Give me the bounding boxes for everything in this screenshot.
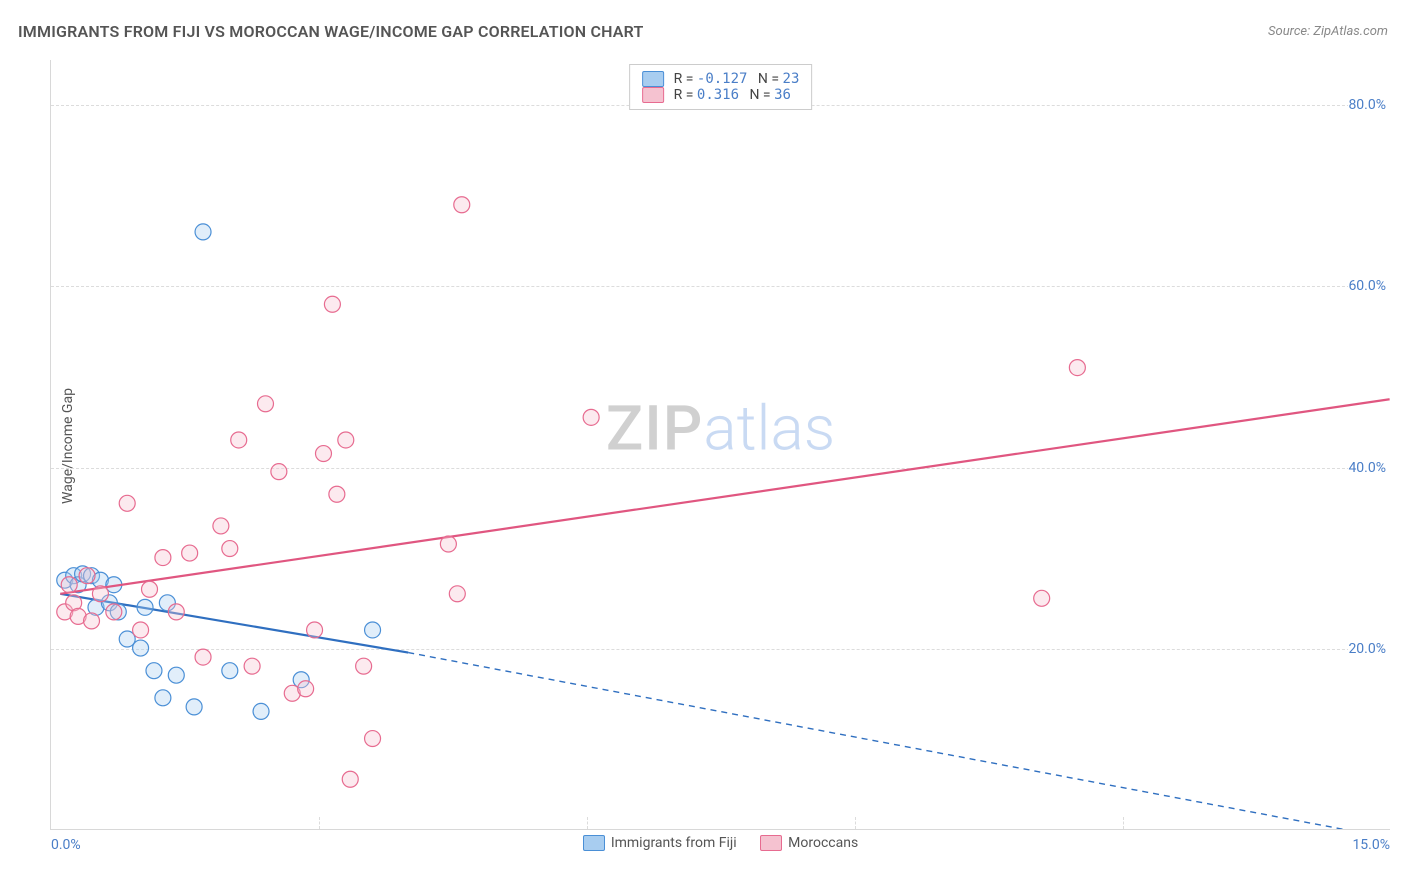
data-point-moroccans	[106, 604, 122, 620]
data-point-moroccans	[365, 731, 381, 747]
data-point-moroccans	[155, 550, 171, 566]
data-point-moroccans	[231, 432, 247, 448]
data-point-fiji	[168, 667, 184, 683]
legend-label-fiji: Immigrants from Fiji	[611, 835, 737, 851]
data-point-fiji	[155, 690, 171, 706]
legend-stats-moroccans: R = 0.316 N = 36	[674, 87, 791, 103]
plot-area: ZIPatlas R = -0.127 N = 23 R = 0.316 N =…	[50, 60, 1390, 830]
chart-title: IMMIGRANTS FROM FIJI VS MOROCCAN WAGE/IN…	[18, 22, 644, 41]
data-point-moroccans	[440, 536, 456, 552]
series-legend: Immigrants from Fiji Moroccans	[51, 835, 1390, 855]
data-point-fiji	[137, 599, 153, 615]
data-point-moroccans	[449, 586, 465, 602]
data-point-moroccans	[583, 409, 599, 425]
data-point-moroccans	[119, 495, 135, 511]
data-point-moroccans	[195, 649, 211, 665]
legend-item-fiji: Immigrants from Fiji	[583, 835, 737, 851]
data-point-moroccans	[92, 586, 108, 602]
legend-row-moroccans: R = 0.316 N = 36	[642, 87, 800, 103]
data-point-moroccans	[133, 622, 149, 638]
data-point-moroccans	[258, 396, 274, 412]
data-point-moroccans	[79, 568, 95, 584]
legend-label-moroccans: Moroccans	[788, 835, 858, 851]
data-point-fiji	[253, 703, 269, 719]
data-point-fiji	[365, 622, 381, 638]
data-point-fiji	[186, 699, 202, 715]
data-point-moroccans	[84, 613, 100, 629]
trend-line-dashed-fiji	[408, 653, 1389, 829]
chart-svg	[51, 60, 1390, 829]
data-point-moroccans	[356, 658, 372, 674]
legend-row-fiji: R = -0.127 N = 23	[642, 71, 800, 87]
legend-stats-fiji: R = -0.127 N = 23	[674, 71, 800, 87]
data-point-moroccans	[315, 446, 331, 462]
data-point-moroccans	[342, 771, 358, 787]
data-point-moroccans	[324, 296, 340, 312]
data-point-fiji	[133, 640, 149, 656]
data-point-moroccans	[298, 681, 314, 697]
swatch-moroccans-bottom	[760, 835, 782, 851]
data-point-moroccans	[213, 518, 229, 534]
data-point-moroccans	[271, 464, 287, 480]
source-attribution: Source: ZipAtlas.com	[1268, 24, 1388, 39]
data-point-moroccans	[307, 622, 323, 638]
data-point-fiji	[222, 663, 238, 679]
data-point-moroccans	[338, 432, 354, 448]
data-point-moroccans	[182, 545, 198, 561]
data-point-moroccans	[1069, 360, 1085, 376]
swatch-moroccans	[642, 87, 664, 103]
trend-line-moroccans	[60, 399, 1389, 594]
data-point-moroccans	[61, 577, 77, 593]
data-point-moroccans	[454, 197, 470, 213]
correlation-legend: R = -0.127 N = 23 R = 0.316 N = 36	[629, 64, 813, 110]
data-point-moroccans	[222, 541, 238, 557]
data-point-moroccans	[1034, 590, 1050, 606]
data-point-moroccans	[244, 658, 260, 674]
legend-item-moroccans: Moroccans	[760, 835, 858, 851]
data-point-moroccans	[329, 486, 345, 502]
data-point-moroccans	[168, 604, 184, 620]
chart-header: IMMIGRANTS FROM FIJI VS MOROCCAN WAGE/IN…	[18, 22, 1388, 41]
data-point-moroccans	[142, 581, 158, 597]
swatch-fiji	[642, 71, 664, 87]
swatch-fiji-bottom	[583, 835, 605, 851]
data-point-fiji	[195, 224, 211, 240]
data-point-fiji	[146, 663, 162, 679]
